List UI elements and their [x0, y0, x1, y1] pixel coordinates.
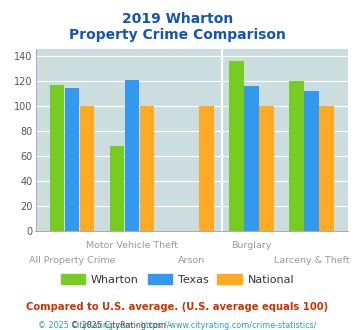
- Bar: [289, 81, 304, 231]
- Bar: [125, 80, 139, 231]
- Bar: [245, 86, 259, 231]
- Bar: [110, 146, 124, 231]
- Text: Property Crime Comparison: Property Crime Comparison: [69, 28, 286, 42]
- Bar: [304, 91, 319, 231]
- Bar: [50, 84, 64, 231]
- Text: © 2025 CityRating.com - https://www.cityrating.com/crime-statistics/: © 2025 CityRating.com - https://www.city…: [38, 321, 317, 330]
- Bar: [140, 106, 154, 231]
- Text: Compared to U.S. average. (U.S. average equals 100): Compared to U.S. average. (U.S. average …: [26, 302, 329, 312]
- Text: Motor Vehicle Theft: Motor Vehicle Theft: [86, 241, 178, 250]
- Bar: [200, 106, 214, 231]
- Text: Arson: Arson: [178, 256, 205, 265]
- Legend: Wharton, Texas, National: Wharton, Texas, National: [56, 270, 299, 289]
- Text: 2019 Wharton: 2019 Wharton: [122, 12, 233, 25]
- Text: Burglary: Burglary: [231, 241, 272, 250]
- Bar: [80, 106, 94, 231]
- Bar: [65, 88, 79, 231]
- Bar: [260, 106, 274, 231]
- Text: Larceny & Theft: Larceny & Theft: [274, 256, 349, 265]
- Bar: [229, 61, 244, 231]
- Bar: [319, 106, 334, 231]
- Text: All Property Crime: All Property Crime: [29, 256, 115, 265]
- Text: © 2025 CityRating.com -: © 2025 CityRating.com -: [71, 321, 284, 330]
